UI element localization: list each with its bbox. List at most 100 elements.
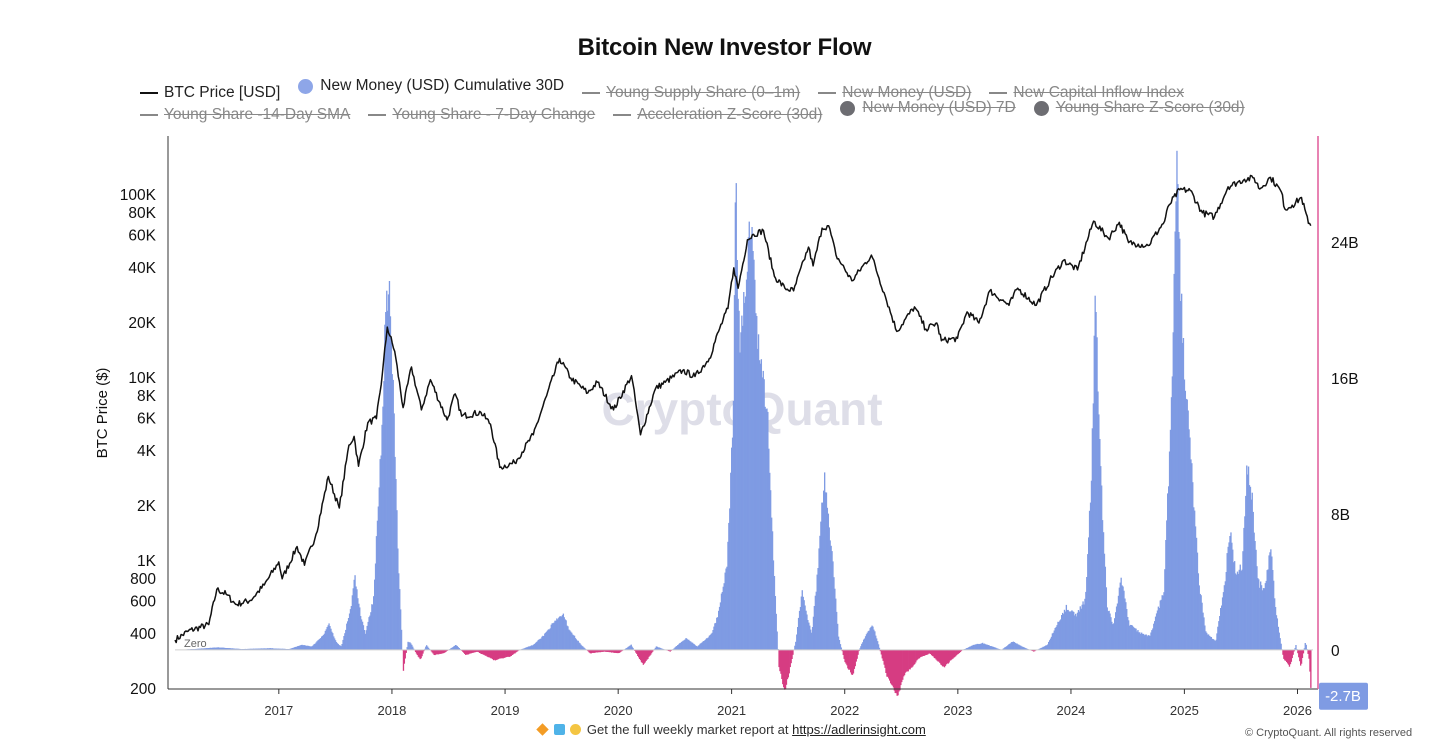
new-money-bar <box>376 520 379 650</box>
footer-link[interactable]: https://adlerinsight.com <box>792 722 926 737</box>
new-money-bar <box>484 649 486 656</box>
legend-item[interactable]: New Capital Inflow Index <box>989 84 1184 102</box>
new-money-bar <box>632 647 634 650</box>
legend-item[interactable]: Young Supply Share (0–1m) <box>582 84 800 102</box>
new-money-bar <box>747 237 750 650</box>
new-money-bar <box>625 648 628 650</box>
new-money-bar <box>956 649 958 656</box>
legend-item[interactable]: New Money (USD) Cumulative 30D <box>298 77 564 95</box>
new-money-bar <box>606 649 608 652</box>
new-money-bar <box>1034 649 1036 652</box>
new-money-bar <box>1298 649 1300 658</box>
y-tick-label: 2K <box>137 498 157 515</box>
new-money-bar <box>337 644 340 650</box>
new-money-bar <box>205 648 208 650</box>
legend-item[interactable]: BTC Price [USD] <box>140 84 280 102</box>
new-money-bar <box>228 648 230 650</box>
new-money-bar <box>1141 632 1143 650</box>
new-money-bar <box>274 648 276 650</box>
y-tick-label: 60K <box>128 228 156 245</box>
new-money-bar <box>1088 537 1090 650</box>
new-money-bar <box>593 649 595 653</box>
new-money-bar <box>440 649 443 654</box>
new-money-bar <box>1019 645 1021 650</box>
new-money-bar <box>1184 390 1187 650</box>
new-money-bar <box>1194 510 1196 650</box>
new-money-bar <box>785 649 788 685</box>
new-money-bar <box>1288 649 1291 667</box>
new-money-bar <box>757 334 760 650</box>
new-money-bar <box>1009 643 1011 650</box>
new-money-bar <box>1187 410 1189 650</box>
legend-item[interactable]: New Money (USD) 7D <box>840 99 1016 117</box>
new-money-bar <box>1204 625 1206 650</box>
new-money-bar <box>1154 621 1156 650</box>
new-money-bar <box>1261 590 1264 650</box>
new-money-bar <box>535 642 538 650</box>
new-money-bar <box>1224 581 1227 650</box>
new-money-bar <box>1245 495 1247 650</box>
new-money-bar <box>1287 649 1289 664</box>
new-money-bar <box>1096 337 1098 650</box>
legend-item[interactable]: Young Share Z-Score (30d) <box>1033 99 1245 117</box>
new-money-bar <box>646 649 648 660</box>
legend-item[interactable]: Acceleration Z-Score (30d) <box>613 106 822 124</box>
new-money-bar <box>300 645 302 650</box>
new-money-bar <box>1243 527 1245 650</box>
new-money-bar <box>1012 641 1015 650</box>
new-money-bar <box>1300 649 1302 666</box>
new-money-bar <box>1038 648 1041 650</box>
new-money-bar <box>644 649 646 663</box>
new-money-bar <box>417 649 420 657</box>
new-money-bar <box>255 648 257 650</box>
new-money-bar <box>612 649 614 653</box>
new-money-bar <box>880 649 883 655</box>
new-money-bar <box>658 647 660 650</box>
new-money-bar <box>740 332 742 650</box>
new-money-bar <box>1154 616 1157 650</box>
new-money-bar <box>986 644 989 650</box>
legend-item[interactable]: Young Share -14-Day SMA <box>140 106 350 124</box>
y-tick-label: 80K <box>128 205 156 222</box>
new-money-bar <box>1225 572 1227 650</box>
new-money-bar <box>544 633 546 650</box>
new-money-bar <box>823 490 825 650</box>
new-money-bar <box>919 649 922 658</box>
new-money-bar <box>1041 647 1043 650</box>
new-money-bar <box>1221 597 1224 650</box>
new-money-bar <box>698 645 700 650</box>
new-money-bar <box>1195 537 1198 650</box>
new-money-bar <box>789 649 791 668</box>
new-money-bar <box>1244 516 1246 650</box>
new-money-bar <box>501 649 503 658</box>
legend-item[interactable]: Young Share - 7-Day Change <box>368 106 595 124</box>
new-money-bar <box>307 645 309 650</box>
new-money-bar <box>760 359 763 650</box>
new-money-bar <box>551 623 553 650</box>
new-money-bar <box>453 646 455 650</box>
new-money-bar <box>1310 649 1312 688</box>
new-money-bar <box>987 645 989 650</box>
new-money-bar <box>549 628 552 650</box>
new-money-bar <box>761 377 764 650</box>
new-money-bar <box>885 649 887 673</box>
new-money-bar <box>1291 649 1293 659</box>
new-money-bar <box>505 649 507 658</box>
new-money-bar <box>318 639 320 650</box>
new-money-bar <box>923 649 925 656</box>
legend-item[interactable]: New Money (USD) <box>818 84 971 102</box>
new-money-bar <box>778 649 780 668</box>
new-money-bar <box>613 649 616 653</box>
new-money-bar <box>729 508 731 650</box>
new-money-bar <box>1260 585 1263 650</box>
new-money-bar <box>878 647 881 650</box>
y-tick-label: 4K <box>137 443 157 460</box>
new-money-bar <box>231 648 234 650</box>
new-money-bar <box>712 630 714 650</box>
new-money-bar <box>218 647 221 650</box>
copyright-credit: © CryptoQuant. All rights reserved <box>1245 727 1413 739</box>
new-money-bar <box>462 649 464 652</box>
new-money-bar <box>844 649 846 663</box>
x-tick-label: 2026 <box>1283 703 1312 718</box>
